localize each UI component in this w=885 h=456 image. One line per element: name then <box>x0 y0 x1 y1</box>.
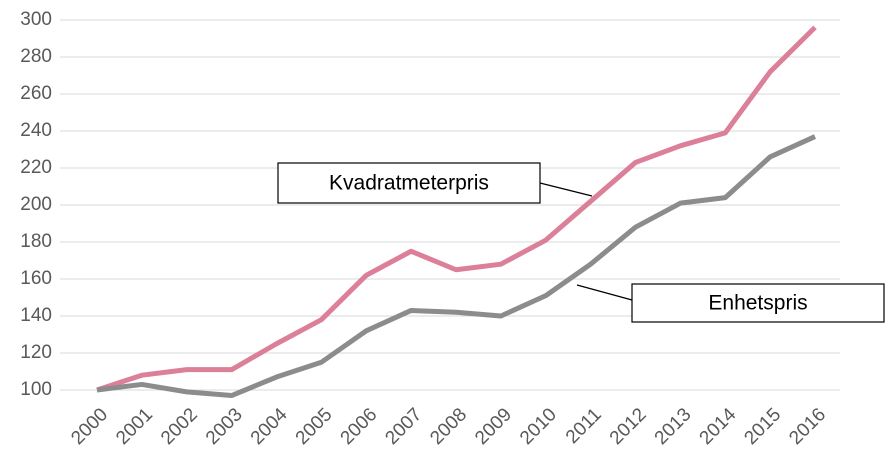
x-tick-label: 2009 <box>471 404 516 449</box>
x-tick-label: 2003 <box>202 404 247 449</box>
x-tick-label: 2001 <box>112 404 157 449</box>
y-tick-label: 140 <box>20 305 52 326</box>
y-tick-label: 120 <box>20 342 52 363</box>
x-tick-label: 2015 <box>740 404 785 449</box>
x-tick-label: 2005 <box>292 404 337 449</box>
x-tick-label: 2012 <box>606 404 651 449</box>
series-label: Kvadratmeterpris <box>329 172 489 195</box>
y-tick-label: 160 <box>20 268 52 289</box>
x-tick-label: 2007 <box>381 404 426 449</box>
y-tick-label: 240 <box>20 120 52 141</box>
x-tick-label: 2010 <box>516 404 561 449</box>
x-tick-label: 2004 <box>247 404 292 449</box>
x-tick-label: 2011 <box>562 404 606 448</box>
x-tick-label: 2000 <box>67 404 112 449</box>
x-tick-label: 2006 <box>337 404 382 449</box>
y-tick-label: 220 <box>20 157 52 178</box>
series-label: Enhetspris <box>708 292 807 315</box>
y-tick-label: 100 <box>20 379 52 400</box>
leader-line <box>576 284 633 301</box>
y-tick-label: 180 <box>20 231 52 252</box>
y-tick-label: 300 <box>20 9 52 30</box>
x-tick-label: 2008 <box>426 404 471 449</box>
y-tick-label: 200 <box>20 194 52 215</box>
label-box <box>277 162 541 204</box>
x-tick-label: 2013 <box>651 404 696 449</box>
x-tick-label: 2002 <box>157 404 202 449</box>
series-line <box>96 25 817 393</box>
y-tick-label: 260 <box>20 83 52 104</box>
x-tick-label: 2014 <box>696 404 741 449</box>
leader-line <box>539 182 593 197</box>
y-tick-label: 280 <box>20 46 52 67</box>
label-box <box>631 283 885 323</box>
series-line <box>96 134 817 399</box>
x-tick-label: 2016 <box>785 404 830 449</box>
